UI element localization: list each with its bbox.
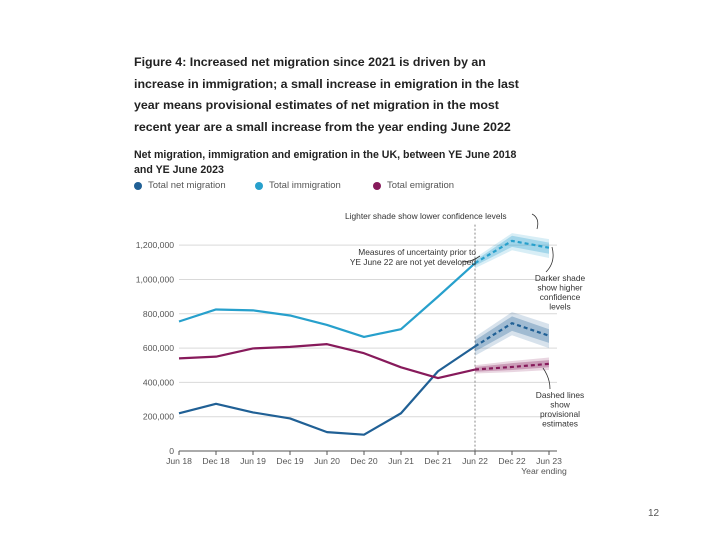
legend-label-emigration: Total emigration — [387, 180, 455, 191]
net-legend-dot-icon — [134, 181, 142, 190]
immigration-line — [178, 262, 476, 339]
emigration-legend-dot-icon — [373, 181, 381, 190]
legend-item-emigration: Total emigration — [373, 180, 454, 191]
legend-item-immigration: Total immigration — [255, 180, 341, 191]
annotation-arrow — [542, 367, 551, 390]
annotation-dashed-lines: show — [550, 400, 571, 410]
y-tick-label: 1,200,000 — [136, 240, 174, 250]
legend-item-net: Total net migration — [134, 180, 226, 191]
annotation-uncertainty: YE June 22 are not yet developed — [350, 257, 477, 267]
annotation-arrow — [545, 246, 554, 273]
figure-title: Figure 4: Increased net migration since … — [134, 55, 519, 134]
x-tick-label: Jun 19 — [240, 456, 266, 466]
immigration-ci-darker-band — [475, 235, 549, 266]
immigration-legend-dot-icon — [255, 181, 263, 190]
page-number: 12 — [648, 508, 660, 519]
annotation-darker-shade: levels — [549, 302, 570, 312]
x-tick-label: Jun 22 — [462, 456, 488, 466]
annotation-dashed-lines: estimates — [542, 419, 578, 429]
x-tick-label: Jun 21 — [388, 456, 414, 466]
y-tick-label: 600,000 — [143, 343, 174, 353]
chart-title: Net migration, immigration and emigratio… — [134, 149, 517, 176]
emigration-line — [178, 343, 476, 380]
y-tick-label: 0 — [169, 446, 174, 456]
x-tick-label: Jun 23 — [536, 456, 562, 466]
x-tick-label: Dec 21 — [424, 456, 451, 466]
y-tick-label: 1,000,000 — [136, 274, 174, 284]
immigration-provisional-line — [474, 239, 550, 265]
legend-label-immigration: Total immigration — [269, 180, 341, 191]
net-ci-lighter-band — [475, 312, 549, 356]
x-tick-label: Dec 18 — [202, 456, 229, 466]
emigration-provisional-line — [474, 362, 550, 371]
annotation-arrow — [461, 255, 481, 263]
x-tick-label: Dec 22 — [498, 456, 525, 466]
x-tick-label: Dec 20 — [350, 456, 377, 466]
x-tick-label: Jun 18 — [166, 456, 192, 466]
annotation-dashed-lines: provisional — [540, 409, 580, 419]
annotation-dashed-lines: Dashed lines — [536, 390, 584, 400]
x-tick-label: Dec 19 — [276, 456, 303, 466]
legend-label-net: Total net migration — [148, 180, 226, 191]
net-line — [178, 345, 476, 436]
annotation-lighter-shade: Lighter shade show lower confidence leve… — [345, 211, 507, 221]
x-tick-label: Jun 20 — [314, 456, 340, 466]
annotation-darker-shade: Darker shade — [535, 273, 586, 283]
y-tick-label: 200,000 — [143, 412, 174, 422]
annotation-darker-shade: confidence — [540, 292, 581, 302]
annotation-arrow — [531, 213, 539, 230]
net-ci-darker-band — [475, 316, 549, 352]
net-provisional-line — [474, 321, 550, 348]
emigration-ci-lighter-band — [475, 357, 549, 374]
annotation-darker-shade: show higher — [537, 283, 582, 293]
annotation-uncertainty: Measures of uncertainty prior to — [358, 247, 476, 257]
y-tick-label: 400,000 — [143, 377, 174, 387]
x-axis-title: Year ending — [521, 466, 567, 476]
y-tick-label: 800,000 — [143, 309, 174, 319]
immigration-ci-lighter-band — [475, 233, 549, 269]
